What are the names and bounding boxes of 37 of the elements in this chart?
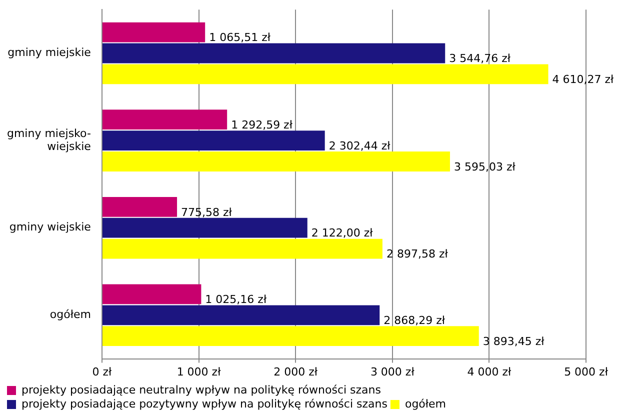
x-tick-label: 0 zł (92, 365, 113, 378)
x-tick-label: 1 000 zł (176, 365, 222, 378)
data-label: 1 025,16 zł (205, 293, 268, 306)
y-tick-label: gminy wiejskie (9, 220, 92, 234)
data-label: 2 897,58 zł (386, 248, 449, 261)
x-tick-label: 4 000 zł (467, 365, 512, 378)
bar (102, 284, 202, 304)
bar (102, 238, 382, 259)
bar (102, 326, 479, 346)
bar (102, 43, 446, 64)
data-label: 2 122,00 zł (311, 226, 374, 240)
legend-label: projekty posiadające neutralny wpływ na politykę równości szans (22, 383, 382, 396)
bar (102, 305, 380, 326)
data-label: 2 868,29 zł (384, 314, 446, 328)
x-tick-label: 5 000 zł (564, 365, 609, 378)
bar (102, 218, 308, 238)
bar (102, 22, 206, 42)
bar (102, 130, 325, 150)
y-tick-label: gminy miejskie (8, 46, 92, 60)
data-label: 1 292,59 zł (231, 118, 294, 132)
bar (102, 152, 450, 172)
bar (102, 64, 548, 84)
legend-label: projekty posiadające pozytywny wpływ na politykę równości szans (22, 397, 388, 410)
data-label: 3 893,45 zł (482, 334, 546, 348)
data-label: 4 610,27 zł (552, 73, 615, 86)
data-label: 3 544,76 zł (449, 52, 512, 66)
y-tick-label: gminy miejsko-wiejskie (6, 126, 92, 154)
data-label: 2 302,44 zł (328, 139, 392, 152)
data-label: 3 595,03 zł (454, 160, 516, 174)
bar (102, 110, 228, 130)
bar (102, 196, 178, 217)
x-tick-label: 2 000 zł (274, 365, 318, 378)
legend-label: ogółem (404, 397, 446, 410)
x-tick-label: 3 000 zł (370, 365, 416, 378)
y-tick-label: ogółem (50, 308, 91, 322)
data-label: 1 065,51 zł (209, 31, 272, 44)
data-label: 775,58 zł (181, 206, 233, 219)
